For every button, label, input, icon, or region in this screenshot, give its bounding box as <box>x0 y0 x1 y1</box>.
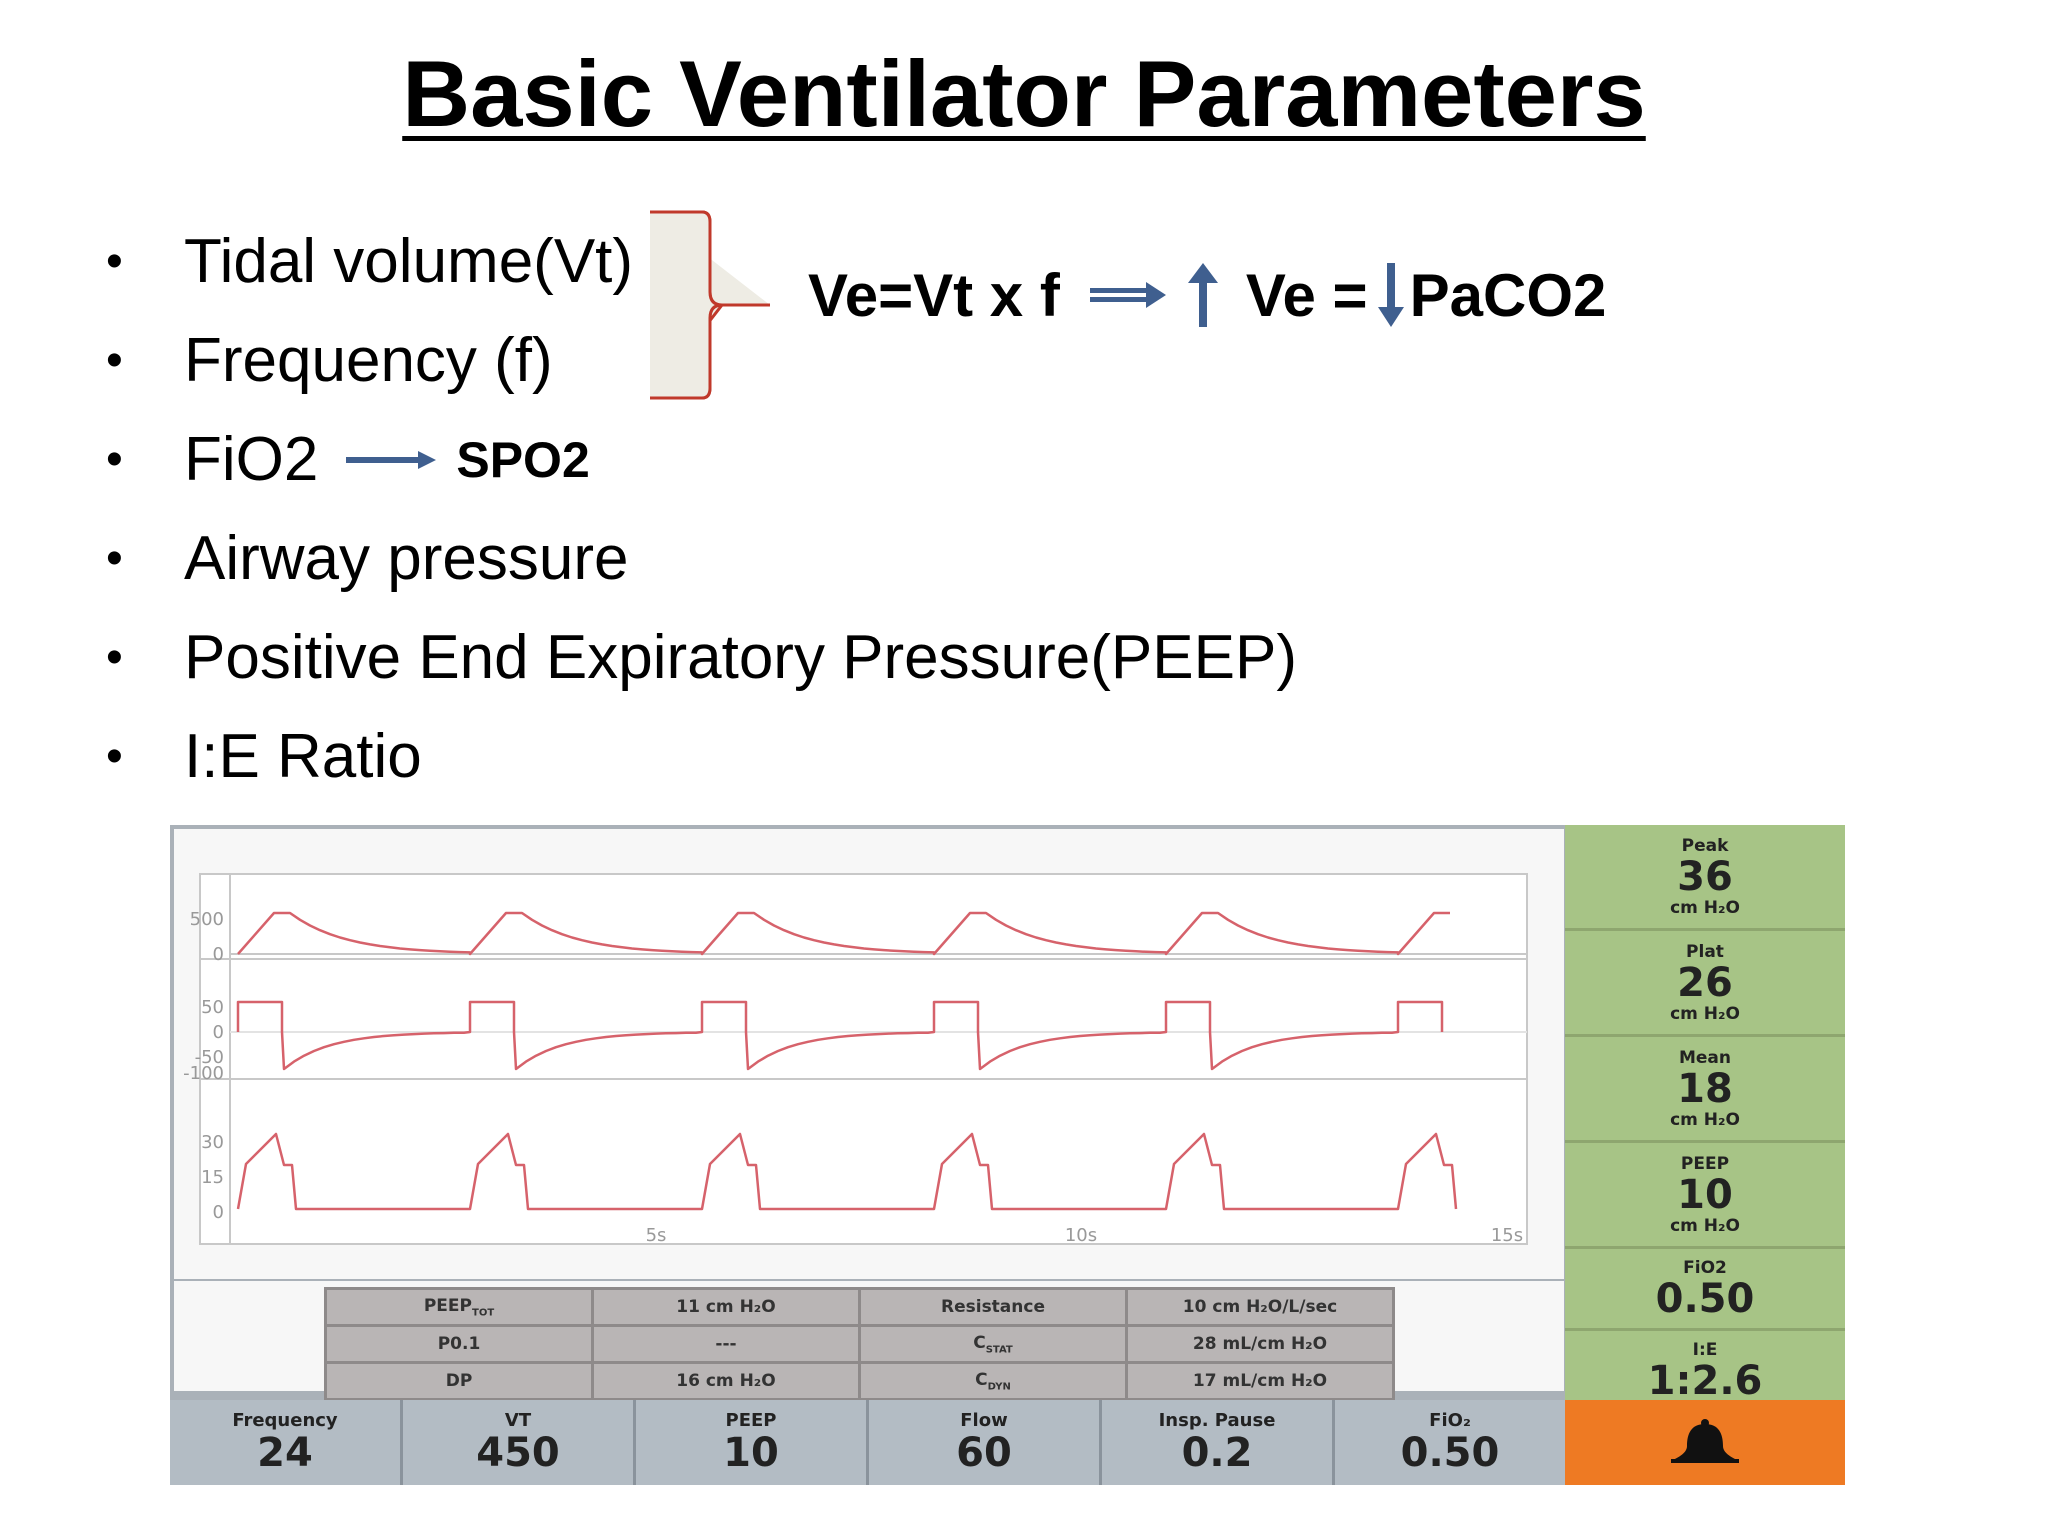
table-row: P0.1 --- CSTAT 28 mL/cm H₂O <box>324 1324 1395 1364</box>
settings-bar: Frequency 24 VT 450 PEEP 10 Flow 60 Insp. Pa… <box>170 1400 1565 1485</box>
spo2-label: SPO2 <box>456 431 590 488</box>
time-tick-label: 15s <box>1491 1225 1523 1246</box>
setting-frequency[interactable]: Frequency 24 <box>170 1400 403 1485</box>
formula-left: Ve=Vt x f <box>808 261 1060 329</box>
time-tick-label: 10s <box>1065 1225 1097 1246</box>
monitor-mean: Mean 18 cm H₂O <box>1565 1037 1845 1143</box>
list-item: • FiO2 SPO2 <box>106 425 590 494</box>
monitor-peep: PEEP 10 cm H₂O <box>1565 1143 1845 1249</box>
pressure-tick-label: 30 <box>201 1132 224 1153</box>
mechanics-cell: P0.1 <box>324 1324 594 1364</box>
mechanics-panel: PEEPTOT 11 cm H₂O Resistance 10 cm H₂O/L… <box>174 1281 1564 1401</box>
mechanics-cell: CDYN <box>858 1361 1128 1401</box>
volume-waveform <box>237 911 1450 956</box>
mechanics-cell: --- <box>591 1324 861 1364</box>
volume-tick-label: 0 <box>213 944 224 965</box>
mechanics-cell: DP <box>324 1361 594 1401</box>
setting-vt[interactable]: VT 450 <box>403 1400 636 1485</box>
setting-insp-pause[interactable]: Insp. Pause 0.2 <box>1102 1400 1335 1485</box>
monitor-plat: Plat 26 cm H₂O <box>1565 931 1845 1037</box>
bullet-icon: • <box>106 532 123 585</box>
list-item: • I:E Ratio <box>106 722 422 791</box>
mechanics-cell: 28 mL/cm H₂O <box>1125 1324 1395 1364</box>
pressure-tick-label: 15 <box>201 1167 224 1188</box>
alarm-button[interactable] <box>1565 1400 1845 1485</box>
right-arrow-icon <box>346 450 437 469</box>
flow-tick-label: 0 <box>213 1022 224 1043</box>
bell-icon <box>1671 1418 1739 1463</box>
monitor-ie-ratio: I:E 1:2.6 <box>1647 1339 1763 1404</box>
mechanics-cell: CSTAT <box>858 1324 1128 1364</box>
formula-right: PaCO2 <box>1409 261 1607 329</box>
mechanics-cell: Resistance <box>858 1287 1128 1327</box>
mechanics-cell: 10 cm H₂O/L/sec <box>1125 1287 1395 1327</box>
bullet-icon: • <box>106 730 123 783</box>
minute-ventilation-formula: Ve=Vt x f Ve = PaCO2 <box>808 255 1606 335</box>
mechanics-cell: PEEPTOT <box>324 1287 594 1327</box>
setting-peep[interactable]: PEEP 10 <box>636 1400 869 1485</box>
ventilator-screen: 500 0 50 0 -50 -100 30 15 0 5s 10s 15s PEEPTOT 11 c… <box>170 825 1845 1485</box>
table-row: PEEPTOT 11 cm H₂O Resistance 10 cm H₂O/L… <box>324 1287 1395 1327</box>
slide-title: Basic Ventilator Parameters <box>402 41 1646 146</box>
monitor-fio2: FiO2 0.50 <box>1565 1249 1845 1331</box>
down-arrow-icon <box>1377 263 1404 327</box>
bullet-icon: • <box>106 433 123 486</box>
mechanics-cell: 17 mL/cm H₂O <box>1125 1361 1395 1401</box>
volume-tick-label: 500 <box>190 909 224 930</box>
flow-tick-label: -100 <box>183 1063 224 1084</box>
bullet-icon: • <box>106 235 123 288</box>
monitor-peak: Peak 36 cm H₂O <box>1565 825 1845 931</box>
mechanics-cell: 16 cm H₂O <box>591 1361 861 1401</box>
waveform-traces <box>236 911 1458 1211</box>
flow-waveform <box>236 1000 1444 1071</box>
parameter-list: • Tidal volume(Vt) • Frequency (f) • FiO2 S… <box>106 212 1297 806</box>
time-tick-label: 5s <box>646 1225 667 1246</box>
bullet-icon: • <box>106 334 123 387</box>
setting-fio2[interactable]: FiO₂ 0.50 <box>1335 1400 1565 1485</box>
formula-middle: Ve = <box>1245 261 1368 329</box>
list-item: • Tidal volume(Vt) <box>106 227 634 296</box>
flow-tick-label: 50 <box>201 997 224 1018</box>
up-arrow-icon <box>1187 263 1218 327</box>
setting-flow[interactable]: Flow 60 <box>869 1400 1102 1485</box>
flow-tick-label: -50 <box>195 1047 224 1068</box>
pressure-tick-label: 0 <box>213 1202 224 1223</box>
list-item: • Airway pressure <box>106 524 629 593</box>
bullet-icon: • <box>106 631 123 684</box>
table-row: DP 16 cm H₂O CDYN 17 mL/cm H₂O <box>324 1361 1395 1401</box>
mechanics-table: PEEPTOT 11 cm H₂O Resistance 10 cm H₂O/L… <box>324 1287 1395 1401</box>
list-item: • Positive End Expiratory Pressure(PEEP) <box>106 623 1297 692</box>
right-brace-icon <box>650 210 770 400</box>
list-item: • Frequency (f) <box>106 326 553 395</box>
mechanics-cell: 11 cm H₂O <box>591 1287 861 1327</box>
waveform-panel: 500 0 50 0 -50 -100 30 15 0 5s 10s 15s <box>174 829 1564 1279</box>
right-arrow-icon <box>1089 282 1166 308</box>
pressure-waveform <box>236 1132 1458 1211</box>
monitor-panel: Peak 36 cm H₂O Plat 26 cm H₂O Mean 18 cm H₂O P… <box>1565 825 1845 1402</box>
